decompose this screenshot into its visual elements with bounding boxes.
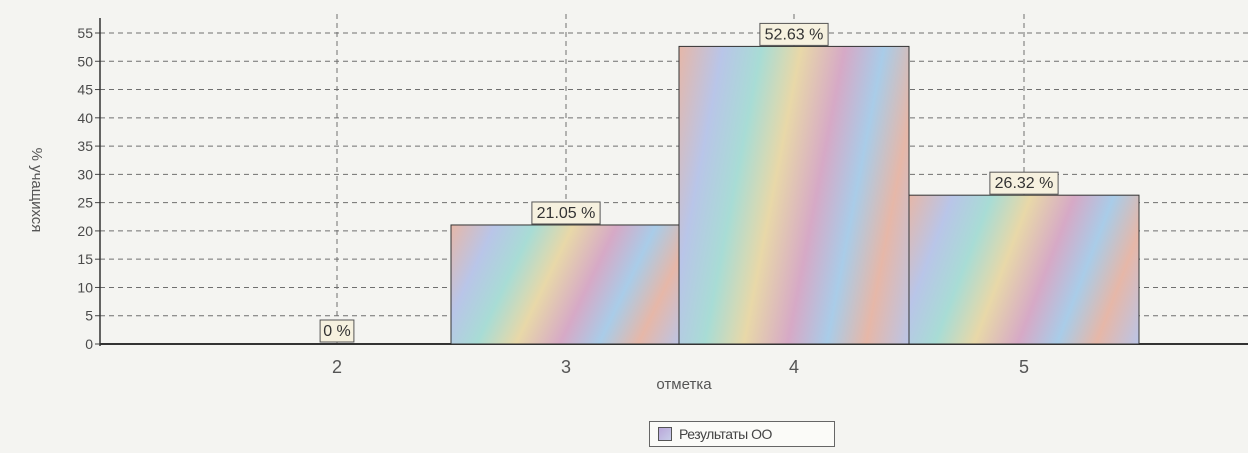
legend-swatch [658,427,672,441]
y-tick-label: 15 [77,251,93,267]
y-tick-label: 10 [77,279,93,295]
y-tick-label: 40 [77,110,93,126]
y-tick-label: 50 [77,53,93,69]
y-tick-label: 20 [77,223,93,239]
data-label: 26.32 % [995,175,1054,192]
data-label: 21.05 % [537,205,596,222]
y-tick-label: 25 [77,195,93,211]
data-labels: 0 % 21.05 % 52.63 % 26.32 % [319,22,1059,343]
x-tick-label: 5 [1019,357,1029,377]
data-label-box [759,22,829,46]
bar-grade-5 [908,194,1140,345]
bar-grade-3 [450,224,682,345]
data-label-box [531,201,601,225]
y-tick-label: 0 [85,336,93,352]
x-axis-title: отметка [656,376,712,393]
y-tick-label: 55 [77,25,93,41]
data-label-box [319,319,355,343]
x-tick-label: 3 [561,357,571,377]
y-tick-label: 30 [77,166,93,182]
data-label: 52.63 % [765,26,824,43]
y-tick-label: 45 [77,82,93,98]
y-tick-label: 5 [85,308,93,324]
x-tick-label: 4 [789,357,799,377]
data-label: 0 % [323,323,351,340]
legend-label: Результаты ОО [679,426,772,442]
bars [450,45,1140,345]
y-tick-label: 35 [77,138,93,154]
x-tick-label: 2 [332,357,342,377]
legend: Результаты ОО [649,421,835,447]
bar-grade-4 [678,45,910,345]
data-label-box [989,171,1059,195]
y-axis-title: % учащихся [28,148,45,233]
